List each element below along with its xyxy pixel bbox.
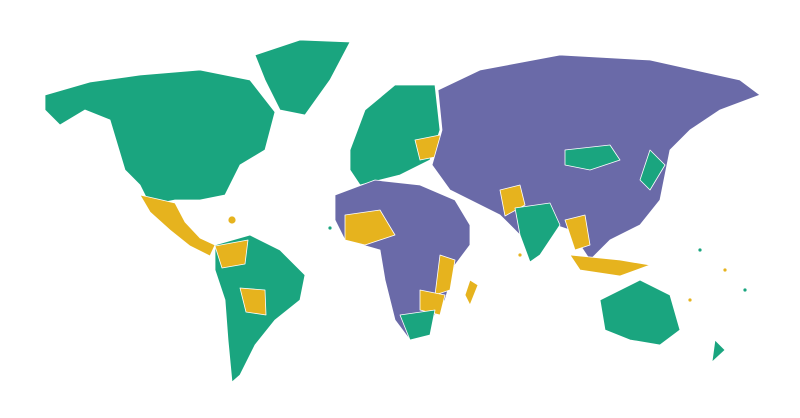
region-japan <box>639 149 666 191</box>
region-island <box>722 267 728 273</box>
region-india <box>514 202 561 263</box>
region-island <box>517 252 523 258</box>
region-madagascar <box>464 279 479 306</box>
region-island <box>687 297 693 303</box>
region-south-africa <box>399 309 436 341</box>
region-north-america <box>44 69 276 206</box>
region-island <box>327 225 333 231</box>
region-southeast-asia <box>564 214 591 251</box>
region-greenland <box>254 39 351 116</box>
region-island <box>697 247 703 253</box>
region-mongolia <box>564 144 621 171</box>
region-island <box>742 287 748 293</box>
region-new-zealand <box>711 339 726 363</box>
region-east-africa <box>434 254 456 296</box>
region-australia <box>599 279 681 346</box>
region-europe <box>349 84 441 186</box>
region-west-africa <box>344 209 396 246</box>
region-caribbean <box>227 215 237 225</box>
region-south-america-north <box>214 239 249 269</box>
region-indonesia <box>569 254 651 277</box>
region-southern-africa <box>419 289 446 316</box>
region-central-america <box>139 194 216 257</box>
region-south-america-central <box>239 287 267 316</box>
